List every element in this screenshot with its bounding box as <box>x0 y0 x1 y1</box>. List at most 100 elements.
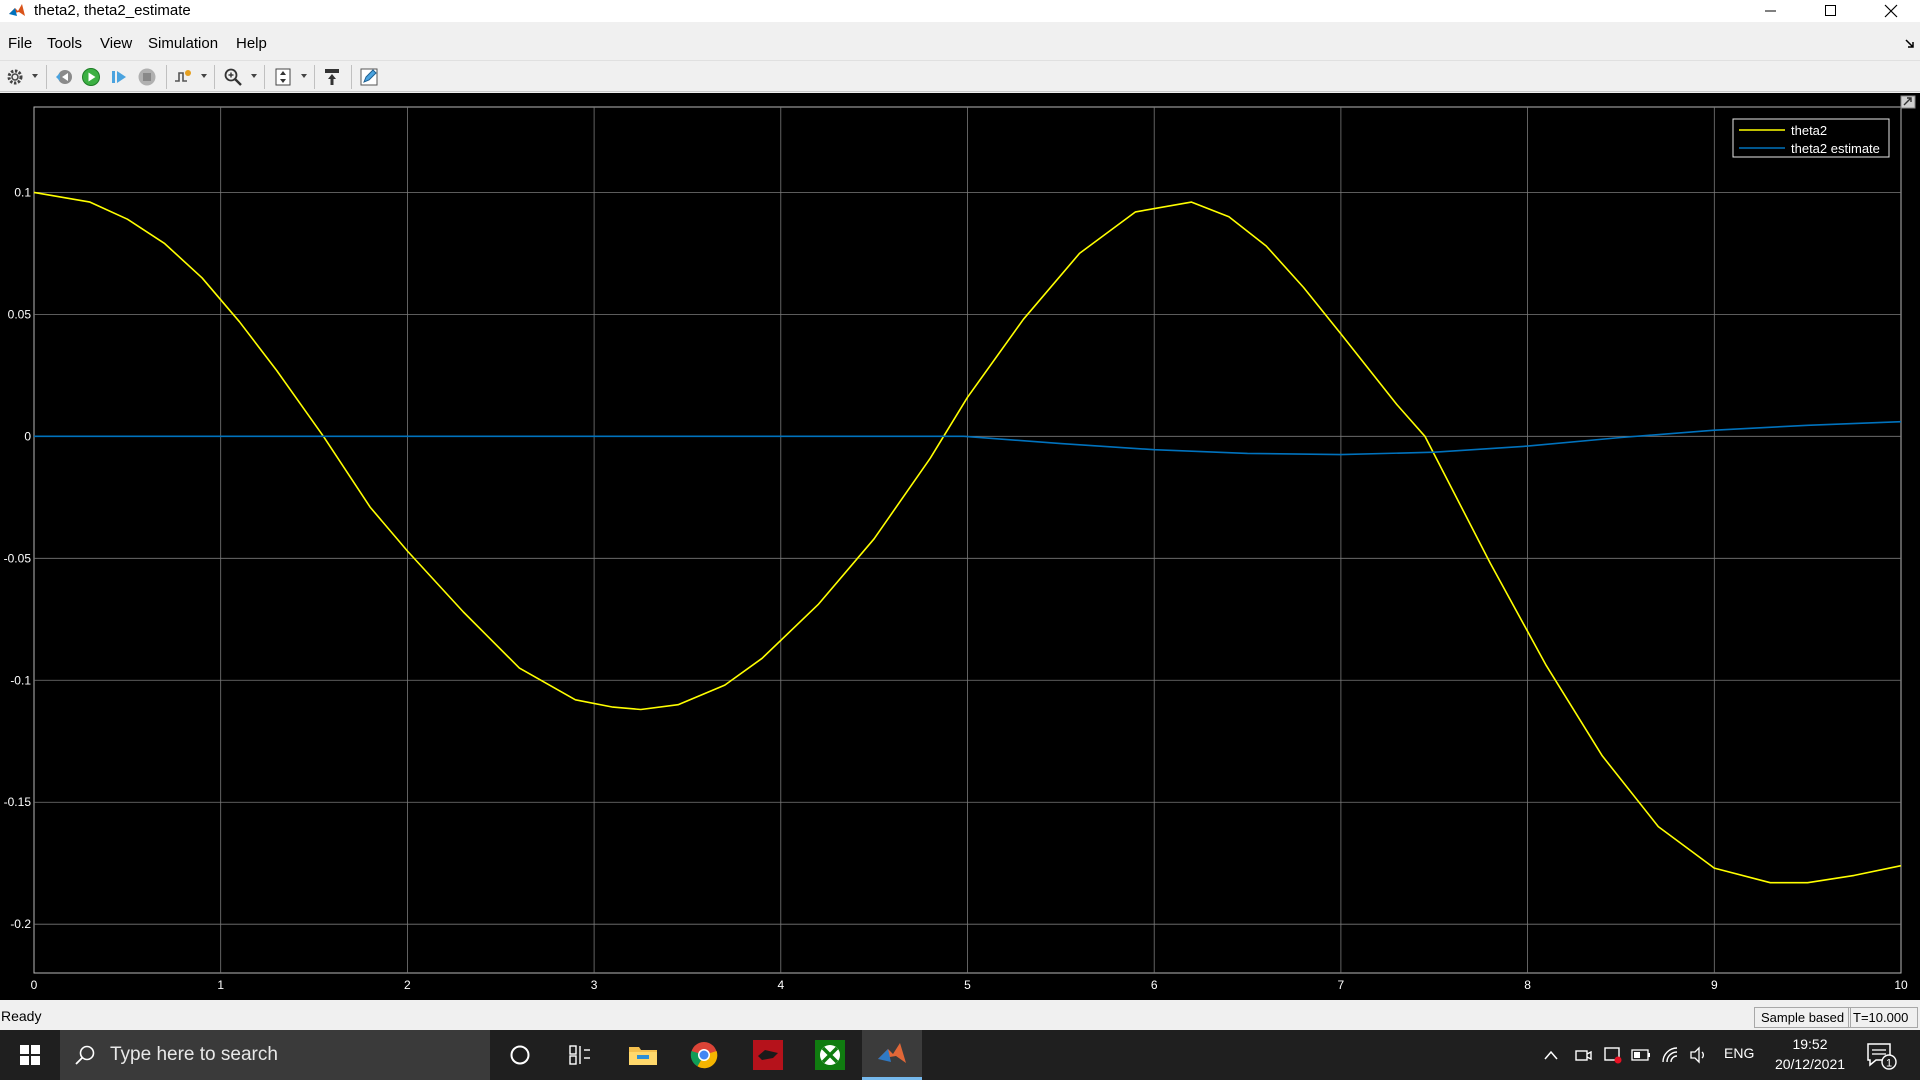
clock-time[interactable]: 19:52 <box>1792 1036 1828 1052</box>
zoom-button[interactable] <box>222 66 244 88</box>
undock-icon[interactable] <box>1900 95 1916 109</box>
battery-icon <box>1631 1049 1650 1061</box>
series-lines <box>33 191 1902 884</box>
x-tick-label: 7 <box>1338 978 1345 992</box>
file-explorer-icon <box>629 1047 657 1065</box>
taskbar-xbox[interactable] <box>800 1030 860 1080</box>
menu-view[interactable]: View <box>100 35 133 52</box>
scope-plot-area[interactable]: 0 1 2 3 4 5 6 7 8 9 10 -0.2 -0.15 -0.1 -0.05 0 0.05 0.1 … <box>0 93 1920 1000</box>
cortana-icon <box>510 1045 530 1065</box>
chevron-down-icon[interactable] <box>31 72 39 80</box>
volume-icon <box>1690 1046 1704 1064</box>
xbox-icon <box>815 1040 845 1070</box>
wifi-icon <box>1662 1047 1678 1063</box>
run-icon <box>82 68 100 86</box>
menu-help[interactable]: Help <box>236 35 267 52</box>
tray-battery-button[interactable] <box>1630 1044 1652 1066</box>
series-line-theta2-estimate <box>34 420 1902 456</box>
sample-mode-indicator: Sample based <box>1754 1007 1852 1028</box>
stop-button[interactable] <box>136 66 158 88</box>
matlab-logo-icon <box>9 4 25 16</box>
legend-box <box>1732 118 1890 158</box>
close-icon <box>1884 4 1898 18</box>
maximize-icon <box>1825 5 1836 16</box>
edit-style-icon <box>360 68 378 86</box>
search-placeholder: Type here to search <box>110 1044 278 1065</box>
tray-meet-button[interactable] <box>1572 1044 1594 1066</box>
x-tick-label: 2 <box>404 978 411 992</box>
x-tick-label: 5 <box>964 978 971 992</box>
toolbar-separator <box>214 65 215 89</box>
highlight-block-button[interactable] <box>321 66 343 88</box>
legend-label-theta2: theta2 <box>1791 123 1827 138</box>
minimize-button[interactable] <box>1742 0 1800 22</box>
chrome-icon <box>690 1042 718 1069</box>
taskbar-matlab[interactable] <box>862 1030 922 1080</box>
notification-center-icon[interactable]: 1 <box>1864 1040 1900 1072</box>
dock-arrow-icon[interactable] <box>1904 38 1916 50</box>
maximize-button[interactable] <box>1802 0 1860 22</box>
menu-tools[interactable]: Tools <box>47 35 83 52</box>
settings-button[interactable] <box>4 66 26 88</box>
taskbar: Type here to search <box>0 1030 1920 1080</box>
toolbar-separator <box>351 65 352 89</box>
tray-chevron-button[interactable] <box>1540 1044 1562 1066</box>
close-button[interactable] <box>1862 0 1920 22</box>
tray-wifi-button[interactable] <box>1660 1044 1682 1066</box>
menu-simulation[interactable]: Simulation <box>148 35 219 52</box>
matlab-icon <box>878 1042 906 1063</box>
zoom-icon <box>224 68 242 86</box>
x-tick-label: 1 <box>217 978 224 992</box>
step-back-button[interactable] <box>53 66 75 88</box>
edit-style-button[interactable] <box>358 66 380 88</box>
chevron-down-icon[interactable] <box>300 72 308 80</box>
camera-icon <box>1575 1050 1592 1061</box>
y-tick-labels: -0.2 -0.15 -0.1 -0.05 0 0.05 0.1 <box>4 185 32 931</box>
chevron-down-icon[interactable] <box>250 72 258 80</box>
autoscale-button[interactable] <box>272 66 294 88</box>
toolbar-separator <box>166 65 167 89</box>
taskbar-app-red[interactable] <box>738 1030 798 1080</box>
tray-volume-button[interactable] <box>1688 1044 1710 1066</box>
clock-date[interactable]: 20/12/2021 <box>1774 1056 1846 1072</box>
x-tick-label: 8 <box>1524 978 1531 992</box>
legend[interactable]: theta2 theta2 estimate <box>1732 118 1890 158</box>
tray-security-button[interactable] <box>1602 1044 1624 1066</box>
y-gridlines <box>34 191 1901 925</box>
scope-chart[interactable]: 0 1 2 3 4 5 6 7 8 9 10 -0.2-0.15-0.1-0.0500.050.1 … <box>0 93 1920 1000</box>
title-bar: theta2, theta2_estimate <box>0 0 1920 22</box>
run-button[interactable] <box>80 66 102 88</box>
highlight-block-icon <box>325 69 339 85</box>
y-tick-label: -0.15 <box>4 795 32 809</box>
triggers-button[interactable] <box>172 66 194 88</box>
x-tick-label: 0 <box>31 978 38 992</box>
step-forward-button[interactable] <box>108 66 130 88</box>
step-back-icon <box>56 70 72 84</box>
y-tick-label: 0 <box>24 429 31 443</box>
triggers-icon <box>175 70 191 82</box>
menu-bar: File Tools View Simulation Help <box>0 33 1920 55</box>
notification-count: 1 <box>1886 1058 1892 1070</box>
language-indicator[interactable]: ENG <box>1724 1045 1755 1061</box>
taskbar-chrome[interactable] <box>674 1030 734 1080</box>
app-red-icon <box>753 1040 783 1070</box>
x-tick-label: 10 <box>1894 978 1908 992</box>
start-button[interactable] <box>0 1030 60 1080</box>
x-tick-label: 9 <box>1711 978 1718 992</box>
toolbar <box>0 60 1920 92</box>
cortana-button[interactable] <box>490 1030 550 1080</box>
taskbar-file-explorer[interactable] <box>613 1030 673 1080</box>
menu-file[interactable]: File <box>8 35 33 52</box>
gear-icon <box>7 69 23 85</box>
chevron-down-icon[interactable] <box>200 72 208 80</box>
x-tick-labels: 0 1 2 3 4 5 6 7 8 9 10 <box>31 978 1908 992</box>
legend-label-theta2-estimate: theta2 estimate <box>1791 141 1880 156</box>
x-tick-label: 3 <box>591 978 598 992</box>
search-box[interactable]: Type here to search <box>60 1030 490 1080</box>
stop-icon <box>138 68 156 86</box>
defender-icon <box>1604 1047 1622 1064</box>
search-icon <box>75 1045 95 1065</box>
status-text: Ready <box>1 1008 42 1024</box>
step-forward-icon <box>112 71 126 83</box>
task-view-button[interactable] <box>550 1030 610 1080</box>
